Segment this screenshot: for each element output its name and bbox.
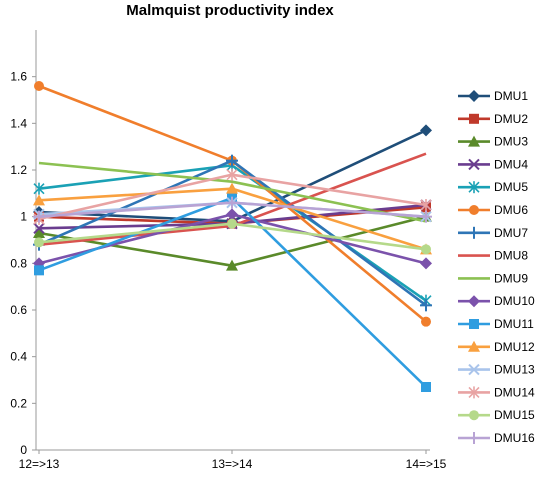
data-point [34, 265, 44, 276]
y-tick-label: 0.2 [10, 396, 27, 410]
data-point [226, 154, 238, 167]
legend-label: DMU12 [494, 340, 535, 354]
data-point [34, 237, 44, 248]
legend-marker [468, 181, 480, 194]
x-tick-label: 13=>14 [212, 457, 253, 471]
legend-entry: DMU12 [458, 340, 535, 354]
legend-entry: DMU8 [458, 249, 528, 263]
legend-entry: DMU4 [458, 157, 528, 171]
y-tick-label: 0.8 [10, 256, 27, 270]
legend-label: DMU5 [494, 180, 528, 194]
data-point [420, 199, 432, 211]
data-point-stroke [33, 222, 45, 235]
data-point [33, 227, 45, 238]
legend-label: DMU10 [494, 294, 535, 308]
legend-label: DMU14 [494, 385, 535, 399]
series-dmu15 [34, 218, 431, 255]
series-dmu16 [33, 196, 432, 223]
y-tick-label: 1 [20, 210, 27, 224]
legend-label: DMU11 [494, 317, 534, 331]
data-point [420, 210, 432, 223]
legend-marker [468, 226, 480, 239]
legend-entry: DMU2 [458, 112, 528, 126]
legend-label: DMU9 [494, 271, 528, 285]
legend-label: DMU3 [494, 135, 528, 149]
chart-title: Malmquist productivity index [126, 2, 334, 19]
legend-entry: DMU11 [458, 317, 534, 331]
legend-entry: DMU10 [458, 294, 535, 308]
data-point [33, 194, 45, 206]
legend-marker [468, 432, 480, 444]
legend-label: DMU1 [494, 89, 528, 103]
legend-entry: DMU1 [458, 89, 528, 103]
legend-marker [468, 386, 480, 399]
legend-entry: DMU7 [458, 226, 528, 240]
legend-marker [468, 135, 480, 147]
x-tick-label: 14=>15 [406, 457, 447, 471]
legend-entry: DMU15 [458, 408, 535, 422]
legend-label: DMU4 [494, 157, 528, 171]
data-point [226, 196, 238, 209]
legend-marker-stroke [468, 158, 480, 171]
series-dmu9 [38, 161, 427, 223]
data-point [421, 244, 431, 255]
legend-marker [468, 340, 480, 352]
y-tick-label: 1.4 [10, 116, 27, 130]
data-point [226, 208, 238, 221]
y-tick-label: 0.4 [10, 350, 27, 364]
data-point [33, 222, 45, 235]
legend-marker-stroke [468, 363, 480, 376]
legend-label: DMU13 [494, 363, 535, 377]
legend-marker [469, 113, 479, 124]
legend-label: DMU8 [494, 249, 528, 263]
y-tick-label: 1.2 [10, 163, 27, 177]
legend-entry: DMU5 [458, 180, 528, 194]
legend-entry: DMU6 [458, 203, 528, 217]
legend-label: DMU16 [494, 431, 535, 445]
data-point [34, 81, 44, 91]
legend-entry: DMU3 [458, 135, 528, 149]
legend-marker [469, 410, 479, 421]
legend-entry: DMU16 [458, 431, 535, 445]
legend-marker [469, 205, 479, 215]
legend-marker [468, 90, 480, 102]
data-point [420, 124, 432, 137]
legend-entry: DMU9 [458, 271, 528, 285]
series-dmu14 [33, 168, 432, 225]
data-point [226, 259, 238, 271]
data-point [227, 218, 237, 229]
data-point [33, 182, 45, 195]
legend-marker [469, 319, 479, 329]
legend-entry: DMU13 [458, 363, 535, 377]
series-line [38, 161, 427, 223]
y-tick-label: 0.6 [10, 303, 27, 317]
data-point [421, 316, 431, 327]
y-tick-label: 1.6 [10, 70, 27, 84]
legend-label: DMU2 [494, 112, 528, 126]
legend-entry: DMU14 [458, 385, 535, 399]
legend-label: DMU15 [494, 408, 535, 422]
data-point [421, 382, 431, 392]
data-point [420, 257, 432, 270]
legend-marker [468, 363, 480, 376]
data-point [226, 168, 238, 181]
legend-marker [468, 295, 480, 308]
data-point [226, 182, 238, 194]
data-point [420, 299, 432, 312]
data-point [33, 210, 45, 223]
legend-label: DMU7 [494, 226, 528, 240]
y-tick-label: 0 [20, 443, 27, 457]
x-tick-label: 12=>13 [19, 457, 60, 471]
legend-marker [468, 158, 480, 171]
legend-label: DMU6 [494, 203, 528, 217]
